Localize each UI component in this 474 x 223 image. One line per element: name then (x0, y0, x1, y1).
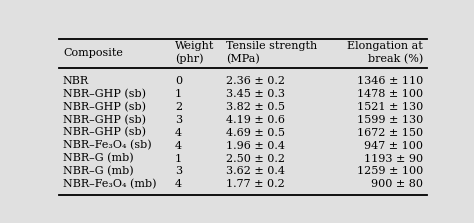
Text: 1672 ± 150: 1672 ± 150 (357, 128, 423, 138)
Text: 4.69 ± 0.5: 4.69 ± 0.5 (227, 128, 285, 138)
Text: 1259 ± 100: 1259 ± 100 (356, 167, 423, 176)
Text: NBR–GHP (sb): NBR–GHP (sb) (63, 89, 146, 99)
Text: 1: 1 (175, 153, 182, 163)
Text: 4: 4 (175, 140, 182, 151)
Text: 1346 ± 110: 1346 ± 110 (356, 76, 423, 86)
Text: 900 ± 80: 900 ± 80 (371, 180, 423, 190)
Text: 4.19 ± 0.6: 4.19 ± 0.6 (227, 115, 285, 125)
Text: NBR–Fe₃O₄ (sb): NBR–Fe₃O₄ (sb) (63, 140, 152, 151)
Text: 3.82 ± 0.5: 3.82 ± 0.5 (227, 102, 285, 112)
Text: 4: 4 (175, 180, 182, 190)
Text: 1193 ± 90: 1193 ± 90 (364, 153, 423, 163)
Text: Tensile strength
(MPa): Tensile strength (MPa) (227, 41, 318, 64)
Text: NBR–Fe₃O₄ (mb): NBR–Fe₃O₄ (mb) (63, 179, 156, 190)
Text: 3.62 ± 0.4: 3.62 ± 0.4 (227, 167, 285, 176)
Text: NBR–GHP (sb): NBR–GHP (sb) (63, 127, 146, 138)
Text: Weight
(phr): Weight (phr) (175, 41, 214, 64)
Text: 2.36 ± 0.2: 2.36 ± 0.2 (227, 76, 285, 86)
Text: 2: 2 (175, 102, 182, 112)
Text: Composite: Composite (63, 47, 123, 58)
Text: Elongation at
break (%): Elongation at break (%) (347, 41, 423, 64)
Text: 0: 0 (175, 76, 182, 86)
Text: 3: 3 (175, 115, 182, 125)
Text: NBR: NBR (63, 76, 89, 86)
Text: NBR–GHP (sb): NBR–GHP (sb) (63, 114, 146, 125)
Text: 2.50 ± 0.2: 2.50 ± 0.2 (227, 153, 285, 163)
Text: 4: 4 (175, 128, 182, 138)
Text: NBR–G (mb): NBR–G (mb) (63, 166, 134, 177)
Text: 1478 ± 100: 1478 ± 100 (357, 89, 423, 99)
Text: 3.45 ± 0.3: 3.45 ± 0.3 (227, 89, 285, 99)
Text: 947 ± 100: 947 ± 100 (364, 140, 423, 151)
Text: NBR–G (mb): NBR–G (mb) (63, 153, 134, 164)
Text: 1: 1 (175, 89, 182, 99)
Text: 1.77 ± 0.2: 1.77 ± 0.2 (227, 180, 285, 190)
Text: 1521 ± 130: 1521 ± 130 (356, 102, 423, 112)
Text: 1.96 ± 0.4: 1.96 ± 0.4 (227, 140, 285, 151)
Text: 1599 ± 130: 1599 ± 130 (356, 115, 423, 125)
Text: NBR–GHP (sb): NBR–GHP (sb) (63, 101, 146, 112)
Text: 3: 3 (175, 167, 182, 176)
